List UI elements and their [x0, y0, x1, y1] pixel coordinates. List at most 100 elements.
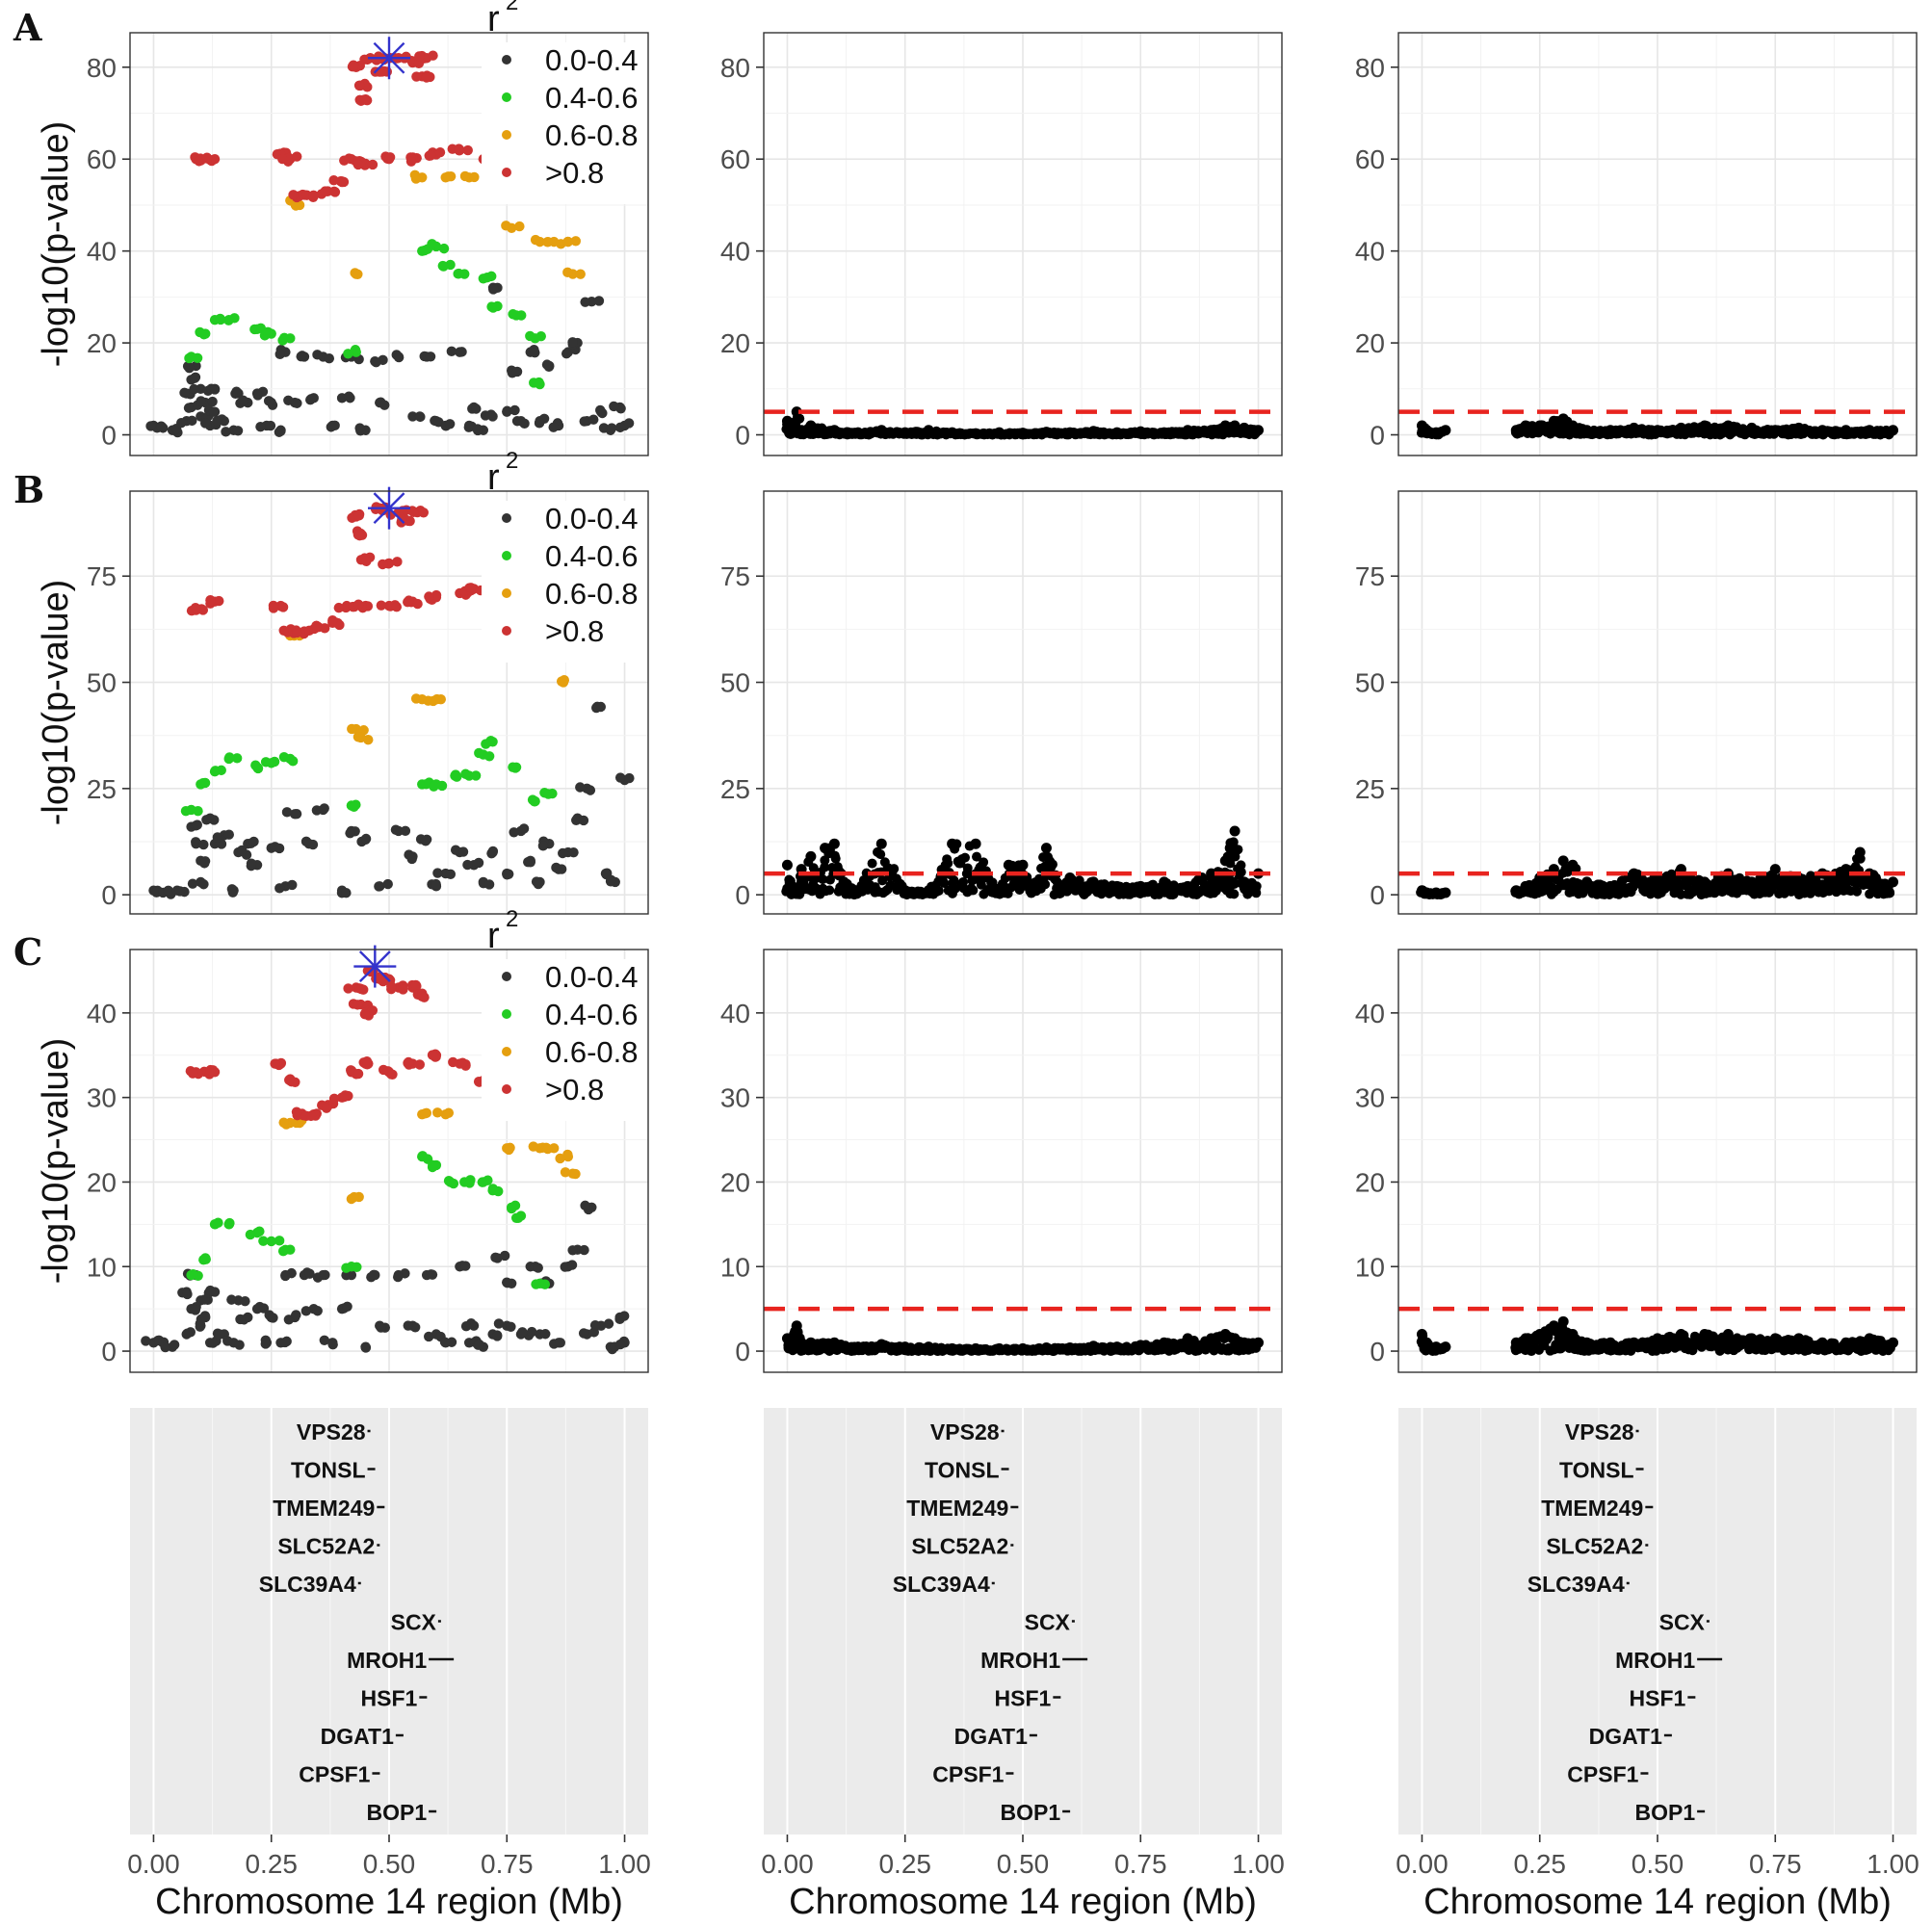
- data-point-conditional: [1064, 427, 1076, 438]
- data-point-0.0-0.4: [490, 1252, 501, 1263]
- data-point-0.0-0.4: [205, 1285, 216, 1296]
- data-point-0.0-0.4: [287, 879, 298, 891]
- gene-label-tonsl: TONSL: [1559, 1458, 1634, 1483]
- data-point->0.8: [346, 1065, 356, 1076]
- data-point-0.0-0.4: [160, 1341, 170, 1353]
- data-point->0.8: [412, 598, 423, 610]
- gene-label-tmem249: TMEM249: [1541, 1496, 1643, 1521]
- data-point-0.0-0.4: [471, 403, 482, 414]
- data-point-0.0-0.4: [474, 1339, 484, 1350]
- data-point-0.0-0.4: [236, 845, 248, 856]
- data-point-0.0-0.4: [460, 1261, 471, 1271]
- data-point-0.0-0.4: [246, 858, 257, 869]
- data-point->0.8: [411, 71, 422, 82]
- data-point-conditional: [1440, 887, 1451, 898]
- data-point-0.0-0.4: [341, 888, 352, 898]
- data-point-0.0-0.4: [518, 823, 530, 834]
- data-point-0.0-0.4: [589, 1319, 601, 1331]
- data-point-0.0-0.4: [614, 422, 626, 433]
- data-point->0.8: [277, 602, 289, 612]
- data-point-0.0-0.4: [457, 347, 467, 357]
- data-point-conditional: [1888, 876, 1899, 888]
- data-point-conditional: [1534, 420, 1546, 431]
- data-point-conditional: [824, 885, 835, 896]
- data-point->0.8: [283, 1075, 295, 1085]
- data-point-0.0-0.4: [509, 404, 520, 416]
- data-point-conditional: [1746, 422, 1758, 433]
- data-point-0.0-0.4: [145, 421, 156, 431]
- data-point->0.8: [355, 983, 367, 995]
- gene-label-scx: SCX: [1659, 1610, 1706, 1635]
- data-point-conditional: [1233, 845, 1243, 855]
- data-point-0.4-0.6: [266, 1236, 276, 1247]
- data-point-conditional: [830, 853, 841, 864]
- data-point-0.0-0.4: [209, 384, 221, 395]
- data-point-0.0-0.4: [274, 349, 285, 360]
- gene-label-dgat1: DGAT1: [1589, 1724, 1662, 1749]
- data-point-0.4-0.6: [210, 766, 221, 776]
- data-point-0.4-0.6: [527, 794, 538, 805]
- y-tick-label: 60: [87, 144, 117, 174]
- data-point-0.0-0.4: [555, 1338, 565, 1348]
- legend-entry-label: 0.6-0.8: [545, 118, 639, 152]
- x-tick-label: 0.75: [481, 1849, 534, 1879]
- legend-key->0.8: [502, 168, 511, 177]
- y-tick-label: 40: [87, 999, 117, 1028]
- data-point-conditional: [972, 851, 982, 862]
- data-point-conditional: [1430, 427, 1442, 438]
- data-point->0.8: [434, 147, 446, 158]
- data-point-conditional: [1055, 880, 1066, 892]
- y-tick-label: 50: [720, 668, 750, 698]
- y-tick-label: 30: [87, 1083, 117, 1113]
- data-point-0.4-0.6: [213, 1217, 223, 1228]
- data-point-0.4-0.6: [349, 801, 359, 813]
- data-point-0.0-0.4: [614, 772, 626, 783]
- data-point-0.0-0.4: [595, 404, 606, 416]
- panel-a-col-1: 0 20 40 60 80 r 2 0.0-0.4 0.4-0.60.6-0.8 >0.8: [87, 0, 651, 456]
- data-point-0.6-0.8: [409, 169, 421, 180]
- data-point-conditional: [1520, 880, 1531, 892]
- data-point-conditional: [947, 838, 958, 849]
- data-point->0.8: [371, 55, 382, 65]
- data-point-0.6-0.8: [420, 1108, 431, 1119]
- data-point->0.8: [378, 559, 388, 570]
- data-point->0.8: [353, 510, 365, 521]
- data-point-0.0-0.4: [199, 858, 210, 869]
- data-point-0.0-0.4: [540, 1329, 551, 1340]
- legend-title: r: [487, 457, 500, 498]
- panel-b-col-1: 0 25 50 75 r 2 0.0-0.4 0.4-0.6 0.6-0.8>0.8: [87, 448, 651, 915]
- data-point-conditional: [1629, 1337, 1640, 1348]
- data-point-0.6-0.8: [542, 1143, 553, 1155]
- gene-label-hsf1: HSF1: [361, 1686, 418, 1711]
- data-point-0.6-0.8: [570, 236, 582, 247]
- data-point-conditional: [1135, 880, 1146, 892]
- y-axis-title: -log10(p-value): [36, 580, 76, 826]
- y-tick-label: 40: [720, 999, 750, 1028]
- y-tick-label: 40: [87, 237, 117, 267]
- data-point-0.0-0.4: [207, 1338, 219, 1348]
- data-point-0.0-0.4: [445, 869, 457, 880]
- y-tick-label: 10: [1355, 1252, 1385, 1282]
- gene-label-bop1: BOP1: [366, 1800, 427, 1825]
- y-tick-label: 40: [720, 237, 750, 267]
- data-point->0.8: [431, 589, 442, 601]
- data-point-conditional: [1017, 859, 1029, 871]
- data-point-0.0-0.4: [207, 396, 218, 407]
- data-point-0.4-0.6: [350, 345, 361, 355]
- data-point-0.0-0.4: [415, 411, 426, 423]
- data-point-0.0-0.4: [163, 885, 173, 897]
- data-point-0.4-0.6: [223, 315, 234, 325]
- data-point->0.8: [291, 1106, 302, 1117]
- data-point-0.0-0.4: [201, 815, 212, 825]
- data-point-conditional: [1888, 425, 1899, 436]
- data-point-conditional: [1567, 859, 1579, 871]
- data-point-conditional: [1854, 846, 1866, 858]
- data-point-conditional: [1229, 825, 1240, 837]
- data-point-conditional: [1769, 1333, 1781, 1344]
- data-point-conditional: [1520, 420, 1531, 431]
- legend-entry-label: 0.0-0.4: [545, 960, 639, 994]
- data-point->0.8: [328, 186, 340, 197]
- data-point-0.0-0.4: [329, 420, 340, 431]
- data-point-conditional: [1628, 882, 1638, 893]
- data-point-conditional: [852, 427, 864, 438]
